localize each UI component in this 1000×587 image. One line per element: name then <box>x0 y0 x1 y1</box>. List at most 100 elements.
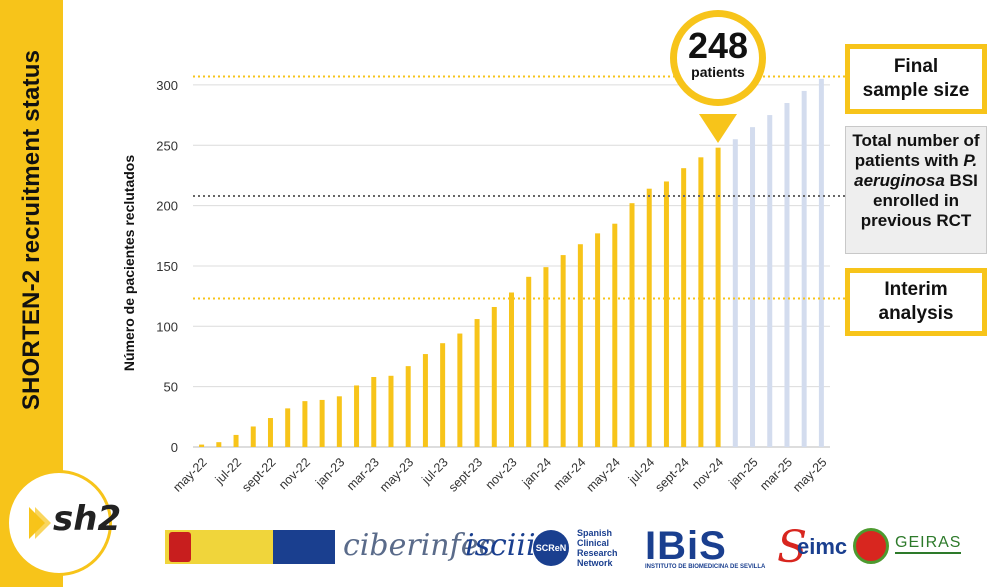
bar <box>646 188 652 447</box>
x-tick-label: may-22 <box>170 455 209 494</box>
x-tick-label: sept-22 <box>239 455 278 494</box>
y-tick-label: 50 <box>164 380 178 395</box>
y-tick-label: 150 <box>156 259 178 274</box>
bar <box>250 426 256 447</box>
bar <box>440 343 446 447</box>
bar <box>526 276 532 447</box>
screen-line: Spanish <box>577 528 613 538</box>
x-tick-label: mar-24 <box>551 455 589 493</box>
bar <box>388 375 394 447</box>
x-tick-label: may-24 <box>584 455 623 494</box>
bar <box>784 103 790 447</box>
bar <box>216 442 222 447</box>
x-tick-label: jan-23 <box>312 455 347 490</box>
seimc-logo: eimc <box>797 534 848 559</box>
bar <box>457 333 463 447</box>
isciii-logo: isciii <box>465 528 536 563</box>
geiras-logo: GEIRAS <box>895 534 962 554</box>
bar <box>267 418 273 447</box>
spain-shield-icon <box>169 532 191 562</box>
bar <box>319 399 325 447</box>
interim-analysis-text: Interim analysis <box>878 279 954 324</box>
previous-rct-species: P. aeruginosa <box>854 151 978 190</box>
y-axis-label: Número de pacientes reclutados <box>121 155 137 372</box>
bar <box>681 168 687 448</box>
screen-line: Clinical <box>577 538 610 548</box>
x-tick-label: mar-25 <box>757 455 795 493</box>
y-tick-label: 250 <box>156 138 178 153</box>
bar <box>509 292 514 447</box>
x-tick-label: nov-24 <box>689 455 726 492</box>
ibis-logo: IBiS <box>645 524 727 568</box>
screen-line: Research <box>577 548 618 558</box>
bar <box>285 408 291 447</box>
patients-count: 248 <box>687 25 749 66</box>
bar <box>595 233 601 447</box>
bar <box>818 78 824 448</box>
patients-bubble: 248 patients <box>670 10 766 106</box>
x-tick-label: jul-22 <box>212 455 244 487</box>
bar <box>199 444 205 447</box>
patients-label: patients <box>691 64 745 80</box>
screen-logo-text: Spanish Clinical Research Network <box>577 528 618 568</box>
y-ticks: 0 50 100 150 200 250 300 <box>156 78 178 455</box>
bar <box>767 115 773 447</box>
bubble-pointer <box>699 114 737 143</box>
bar <box>629 203 635 447</box>
bar <box>577 244 583 447</box>
screen-line: Network <box>577 558 613 568</box>
bar <box>801 90 807 447</box>
partner-logos: ciberinfec isciii SCReN Spanish Clinical… <box>165 522 995 582</box>
bar <box>732 139 738 447</box>
x-tick-label: jan-24 <box>519 455 554 490</box>
bar <box>491 306 497 447</box>
bar <box>543 267 549 447</box>
gobierno-logo <box>165 530 335 564</box>
interim-analysis-callout: Interim analysis <box>845 268 987 336</box>
previous-rct-callout: Total number of patients with P. aerugin… <box>845 126 987 254</box>
final-sample-size-text: Final sample size <box>862 56 970 101</box>
y-tick-label: 300 <box>156 78 178 93</box>
final-sample-size-callout: Final sample size <box>845 44 987 114</box>
x-tick-label: jan-25 <box>725 455 760 490</box>
bars <box>199 78 824 448</box>
bar <box>405 366 411 447</box>
x-tick-label: sept-23 <box>446 455 485 494</box>
bar <box>663 181 669 447</box>
x-tick-label: may-23 <box>377 455 416 494</box>
ciberinfec-logo: ciberinfec <box>343 528 496 563</box>
bar <box>750 127 756 448</box>
x-tick-label: sept-24 <box>652 455 691 494</box>
x-tick-label: mar-23 <box>344 455 382 493</box>
bar <box>715 147 721 447</box>
geiras-icon <box>853 528 889 564</box>
seimc-s-icon: S <box>777 522 808 573</box>
ibis-logo-subtitle: INSTITUTO DE BIOMEDICINA DE SEVILLA <box>645 564 766 570</box>
reference-lines <box>193 75 845 300</box>
screen-logo-icon: SCReN <box>533 530 569 566</box>
previous-rct-line2: BSI enrolled in previous RCT <box>860 171 978 230</box>
plan-recuperacion-logo <box>273 530 335 564</box>
y-tick-label: 100 <box>156 319 178 334</box>
bar <box>698 157 704 447</box>
x-tick-label: jul-23 <box>419 455 451 487</box>
y-tick-label: 0 <box>171 440 178 455</box>
bar <box>354 385 360 447</box>
bar <box>233 434 239 447</box>
x-tick-label: may-25 <box>790 455 829 494</box>
bar <box>422 354 428 447</box>
bar <box>336 396 342 447</box>
sh2-logo-text: sh2 <box>53 499 122 539</box>
sh2-logo: sh2 <box>6 470 121 576</box>
bar <box>560 255 566 447</box>
x-tick-label: jul-24 <box>625 455 657 487</box>
bar <box>474 319 480 447</box>
bar <box>371 376 377 447</box>
x-tick-label: nov-23 <box>483 455 520 492</box>
x-tick-label: nov-22 <box>276 455 313 492</box>
play-arrow-icon <box>29 507 51 539</box>
bar <box>612 223 618 447</box>
y-tick-label: 200 <box>156 199 178 214</box>
